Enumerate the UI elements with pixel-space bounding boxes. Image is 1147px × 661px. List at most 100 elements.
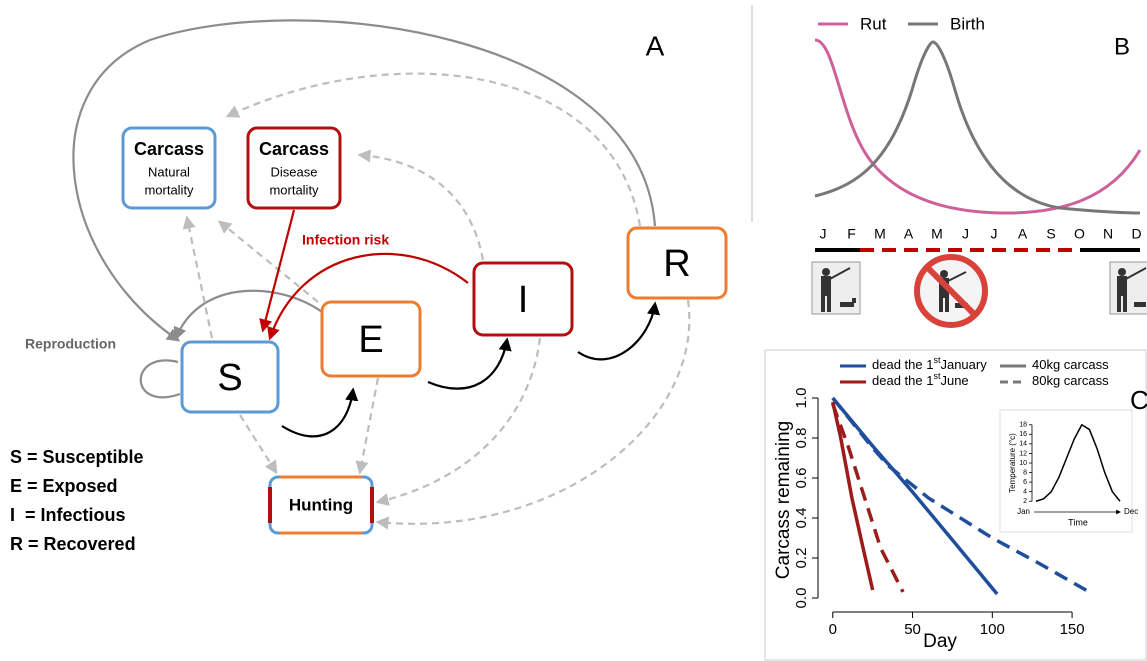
inset-y-tick-label: 16 <box>1019 431 1027 438</box>
arrow <box>577 301 661 361</box>
y-tick-label: 0.6 <box>793 468 810 489</box>
inset-y-tick-label: 14 <box>1019 441 1027 448</box>
panel-b: Rut Birth B J F M A M J J A S O N D <box>751 5 1147 328</box>
arrow <box>173 289 323 341</box>
inset-y-tick-label: 12 <box>1019 450 1027 457</box>
panel-label: B <box>1114 33 1130 60</box>
legend-text: June <box>940 373 968 388</box>
birth-curve <box>814 40 1141 215</box>
series-line <box>831 396 1094 596</box>
rut-curve <box>814 38 1142 215</box>
node-sub: mortality <box>269 182 319 197</box>
month-label: J <box>991 226 998 242</box>
inset-line <box>1035 424 1121 502</box>
x-tick-label: 0 <box>829 621 837 638</box>
panel-c: 0 50 100 150 0.0 0.2 0.4 0.6 0.8 1.0 Day Carcass re… <box>764 349 1147 661</box>
panel-a: A Carcass Natural mortality Carcass Dise… <box>10 19 728 554</box>
inset-y-tick-label: 6 <box>1023 479 1027 486</box>
arrow <box>355 377 380 475</box>
legend-text: 80kg carcass <box>1032 373 1109 388</box>
e-box <box>320 300 422 378</box>
arrow <box>182 215 214 339</box>
r-box <box>626 226 728 300</box>
legend-entry: E = Exposed <box>10 476 118 496</box>
inset-y-tick-label: 2 <box>1023 498 1027 505</box>
month-label: A <box>904 226 914 242</box>
arrow <box>281 387 359 438</box>
arrow <box>239 414 278 475</box>
arrow <box>139 359 181 399</box>
legend-text: dead the 1 <box>872 357 933 372</box>
arrow <box>217 220 319 303</box>
arrow <box>72 19 657 342</box>
legend-text: dead the 1 <box>872 373 933 388</box>
panel-frame <box>764 349 1147 661</box>
month-label: O <box>1074 226 1085 242</box>
y-tick-label: 1.0 <box>793 388 810 409</box>
series-line <box>831 396 999 596</box>
inset-x-title: Time <box>1068 517 1088 527</box>
month-label: J <box>820 226 827 242</box>
carcass-natural-box <box>121 126 217 210</box>
panel-label: C <box>1130 385 1147 415</box>
node-label: I <box>518 279 529 321</box>
legend-label: 80kg carcass <box>1032 373 1109 388</box>
legend-label: dead the 1stJanuary <box>872 355 987 372</box>
x-tick-label: 100 <box>980 621 1005 638</box>
node-label: E <box>358 319 383 361</box>
month-label: N <box>1103 226 1113 242</box>
hunter-icon <box>1109 261 1147 315</box>
node-label: Hunting <box>289 495 353 514</box>
inset-y-tick-label: 4 <box>1023 489 1027 496</box>
node-label: S <box>217 357 242 399</box>
month-label: S <box>1046 226 1055 242</box>
y-tick-label: 0.8 <box>793 428 810 449</box>
arrow <box>357 149 485 261</box>
series-line <box>831 401 875 591</box>
legend-entry: R = Recovered <box>10 534 136 554</box>
y-tick-label: 0.4 <box>793 508 810 529</box>
node-sub: Disease <box>271 164 318 179</box>
inset-x-tick-label: Jan <box>1017 507 1030 516</box>
arrow <box>267 252 469 341</box>
annotation: Infection risk <box>302 232 389 248</box>
y-axis-title: Carcass remaining <box>773 421 794 579</box>
hunter-icon <box>811 261 861 315</box>
prohibited-hunting-icon <box>914 254 988 328</box>
month-label: F <box>847 226 856 242</box>
node-label: R <box>663 243 690 285</box>
node-sub: Natural <box>148 164 190 179</box>
arrow <box>225 72 642 227</box>
month-label: J <box>962 226 969 242</box>
arrows <box>72 19 691 530</box>
inset-y-tick-label: 8 <box>1023 469 1027 476</box>
legend-entry: Birth <box>950 14 985 33</box>
month-label: M <box>931 226 943 242</box>
x-axis-title: Day <box>923 631 957 652</box>
inset-x-tick-label: Dec <box>1124 507 1138 516</box>
inset-y-tick-label: 10 <box>1019 460 1027 467</box>
arrow <box>375 299 691 530</box>
x-tick-label: 50 <box>904 621 921 638</box>
arrow <box>375 337 542 506</box>
inset-y-tick-label: 18 <box>1019 422 1027 429</box>
legend-text: January <box>940 357 987 372</box>
legend-text: 40kg carcass <box>1032 357 1109 372</box>
month-label: D <box>1131 226 1141 242</box>
month-label: M <box>874 226 886 242</box>
legend-sup: st <box>933 371 941 381</box>
month-label: A <box>1018 226 1028 242</box>
legend-label: dead the 1stJune <box>872 371 969 388</box>
node-sub: mortality <box>144 182 194 197</box>
legend-label: 40kg carcass <box>1032 357 1109 372</box>
legend-sup: st <box>933 355 941 365</box>
arrow <box>259 209 296 333</box>
arrow <box>427 337 512 390</box>
y-tick-label: 0.0 <box>793 588 810 609</box>
s-box <box>180 340 280 414</box>
node-title: Carcass <box>259 139 329 159</box>
legend-entry: I = Infectious <box>10 505 126 525</box>
node-title: Carcass <box>134 139 204 159</box>
